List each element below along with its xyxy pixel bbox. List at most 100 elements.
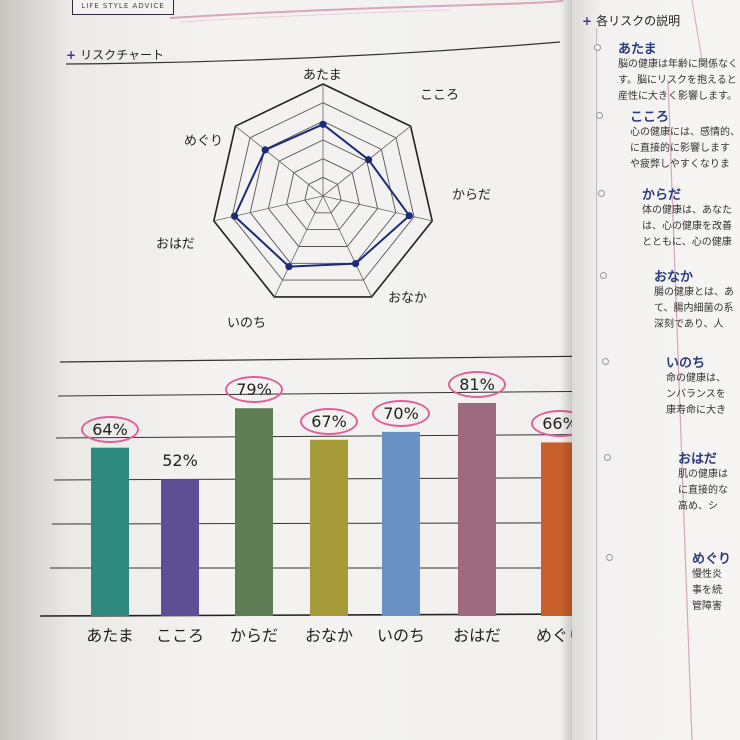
timeline-dot — [604, 454, 611, 461]
title-underline — [65, 41, 561, 65]
radar-title-text: リスクチャート — [80, 48, 164, 62]
radar-label-atama: あたま — [303, 68, 342, 83]
bar — [235, 408, 273, 616]
timeline-dot — [600, 272, 607, 279]
radar-section-title: + リスクチャート — [66, 46, 164, 63]
risk-description-text: ンバランスを — [666, 389, 726, 400]
risk-description-title: めぐり — [692, 552, 732, 567]
radar-series-line — [233, 123, 411, 268]
timeline-dot — [594, 44, 601, 51]
risk-description-title: あたま — [618, 42, 657, 57]
timeline-dot — [598, 190, 605, 197]
radar-ring — [231, 102, 415, 281]
bar — [310, 439, 348, 616]
radar-point — [230, 212, 239, 220]
plus-icon: + — [66, 48, 77, 62]
bar-value-label: 70% — [372, 399, 430, 427]
risk-description-item: いのち命の健康は、 ンバランスを 康寿命に大き — [666, 352, 726, 419]
right-page-edge-line — [667, 0, 703, 740]
risk-description-text: 慢性炎 — [692, 569, 722, 580]
radar-label-karada: からだ — [452, 188, 492, 203]
radar-label-ohada: おはだ — [156, 237, 195, 252]
radar-ring — [267, 139, 379, 247]
risk-description-title: おなか — [654, 270, 694, 285]
bar-category-label: いのち — [376, 626, 425, 645]
bar-category-label: こころ — [155, 626, 204, 645]
timeline-dot — [606, 554, 613, 561]
risk-description-text: 高め、シ — [678, 501, 718, 512]
risk-description-title: からだ — [642, 188, 682, 203]
risk-description-text: 脳の健康は年齢に関係なく — [618, 59, 738, 70]
bar-category-label: おはだ — [453, 626, 501, 645]
risk-description-item: あたま脳の健康は年齢に関係なく す。脳にリスクを抱えると 産性に大きく影響します。 — [618, 38, 738, 105]
radar-ring — [249, 120, 397, 264]
risk-description-text: す。脳にリスクを抱えると — [618, 75, 737, 86]
right-title-text: 各リスクの説明 — [596, 14, 681, 28]
risk-description-item: めぐり慢性炎事を続管障害 — [692, 548, 731, 615]
bar-category-label: めぐり — [525, 622, 595, 646]
bar — [161, 479, 199, 616]
risk-description-text: 体の健康は、あなた — [642, 205, 732, 216]
radar-label-kokoro: こころ — [420, 88, 460, 103]
bar — [91, 447, 129, 616]
bar-category-label: あたま — [86, 626, 134, 645]
risk-description-item: おなか腸の健康とは、あ て、腸内細菌の系 深刻であり、人 — [654, 266, 734, 333]
radar-ring — [304, 176, 342, 214]
radar-spoke — [322, 195, 372, 298]
risk-description-title: おはだ — [678, 452, 717, 467]
radar-spoke — [322, 195, 433, 222]
risk-description-text: 管障害 — [692, 601, 722, 612]
radar-spoke — [274, 195, 324, 298]
risk-description-text: 産性に大きく影響します。 — [618, 91, 737, 102]
radar-point — [351, 260, 360, 268]
risk-description-text: て、腸内細菌の系 — [654, 303, 734, 314]
risk-description-text: とともに、心の健康 — [642, 237, 732, 248]
risk-description-text: は、心の健康を改善 — [642, 221, 732, 232]
risk-description-title: いのち — [666, 356, 706, 371]
radar-point — [364, 156, 373, 164]
risk-description-text: 命の健康は、 — [666, 373, 726, 384]
bar-gridline — [57, 390, 606, 397]
radar-label-meguri: めぐり — [184, 134, 224, 149]
bar-gridline — [55, 433, 606, 439]
risk-description-text: 腸の健康とは、あ — [654, 287, 734, 298]
right-page-timeline — [596, 28, 597, 740]
bar-chart — [39, 355, 606, 617]
risk-description-text: に直接的な — [678, 485, 728, 496]
risk-description-title: こころ — [630, 110, 670, 125]
radar-ring — [212, 83, 434, 298]
risk-description-text: 深刻であり、人 — [654, 319, 724, 330]
timeline-dot — [596, 112, 603, 119]
risk-description-text: や疲弊しやすくなりま — [630, 159, 730, 170]
risk-description-text: 肌の健康は — [678, 469, 728, 480]
bar-value-label: 81% — [448, 370, 506, 398]
risk-description-item: からだ体の健康は、あなた は、心の健康を改善 とともに、心の健康 — [642, 184, 732, 251]
radar-ring — [286, 158, 360, 231]
bar — [382, 431, 420, 616]
brand-label: LIFE STYLE ADVICE — [72, 0, 174, 15]
bar-value-label: 79% — [225, 376, 283, 404]
decorative-top-pattern — [169, 0, 564, 23]
bar-value-label: 52% — [162, 451, 198, 471]
radar-point — [319, 120, 327, 128]
timeline-dot — [602, 358, 609, 365]
radar-point — [285, 263, 293, 271]
bar-category-label: おなか — [304, 626, 353, 645]
plus-icon: + — [582, 14, 593, 28]
bar-gridline — [59, 355, 606, 363]
bar-value-label: 64% — [81, 415, 139, 443]
radar-label-onaka: おなか — [388, 291, 428, 306]
risk-description-item: おはだ肌の健康はに直接的な高め、シ — [678, 448, 728, 515]
radar-point — [405, 212, 413, 220]
radar-spoke — [235, 125, 324, 197]
risk-description-text: に直接的に影響します — [630, 143, 730, 154]
risk-description-text: 事を続 — [692, 585, 722, 596]
risk-description-text: 心の健康には、感情的、 — [630, 127, 740, 138]
bar-category-label: からだ — [229, 626, 278, 645]
bar-value-label: 67% — [300, 407, 358, 435]
risk-description-item: こころ心の健康には、感情的、 に直接的に影響します や疲弊しやすくなりま — [630, 106, 740, 173]
risk-description-text: 康寿命に大き — [666, 405, 726, 416]
right-page — [572, 0, 740, 740]
radar-label-inochi: いのち — [227, 316, 267, 331]
